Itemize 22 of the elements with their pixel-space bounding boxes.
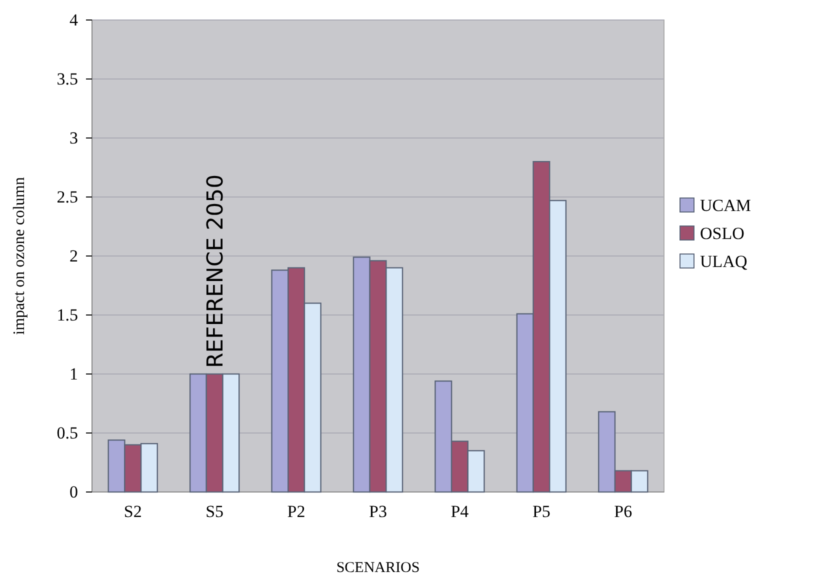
legend-label: ULAQ [700,252,748,271]
x-axis-title: SCENARIOS [336,560,420,576]
x-tick-label: P2 [287,502,306,521]
y-tick-label: 4 [70,10,78,30]
x-tick-label: P6 [614,502,632,521]
y-tick-label: 0 [70,482,78,502]
x-tick-label: P5 [532,502,550,521]
y-axis-title: impact on ozone column [11,177,28,335]
y-tick-label: 1 [70,364,78,384]
annotation: REFERENCE 2050 [204,174,229,368]
y-tick-label: 3.5 [56,69,78,88]
y-tick-label: 3 [70,128,78,148]
legend-label: OSLO [700,224,744,243]
x-tick-label: P3 [369,502,387,521]
y-tick-label: 1.5 [56,305,78,324]
x-tick-label: P4 [450,502,470,521]
x-tick-label: S2 [124,502,142,521]
y-tick-label: 2 [70,246,78,266]
y-tick-label: 2.5 [56,187,78,206]
x-tick-label: S5 [206,502,224,521]
y-tick-label: 0.5 [56,423,78,442]
legend-label: UCAM [700,196,752,215]
